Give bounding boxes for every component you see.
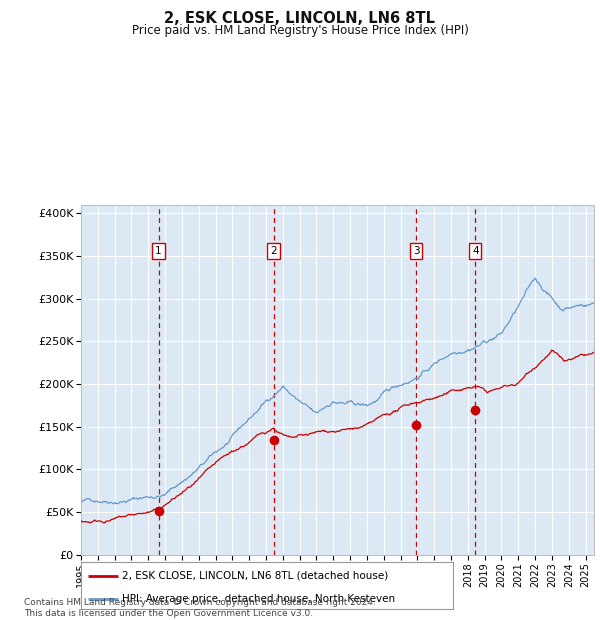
Text: 2, ESK CLOSE, LINCOLN, LN6 8TL: 2, ESK CLOSE, LINCOLN, LN6 8TL bbox=[164, 11, 436, 25]
Text: 2, ESK CLOSE, LINCOLN, LN6 8TL (detached house): 2, ESK CLOSE, LINCOLN, LN6 8TL (detached… bbox=[122, 570, 388, 580]
Text: 3: 3 bbox=[413, 246, 419, 255]
Text: HPI: Average price, detached house, North Kesteven: HPI: Average price, detached house, Nort… bbox=[122, 594, 395, 604]
Text: Price paid vs. HM Land Registry's House Price Index (HPI): Price paid vs. HM Land Registry's House … bbox=[131, 24, 469, 37]
Text: 4: 4 bbox=[472, 246, 479, 255]
Text: Contains HM Land Registry data © Crown copyright and database right 2024.
This d: Contains HM Land Registry data © Crown c… bbox=[24, 598, 376, 618]
Text: 2: 2 bbox=[270, 246, 277, 255]
Text: 1: 1 bbox=[155, 246, 162, 255]
